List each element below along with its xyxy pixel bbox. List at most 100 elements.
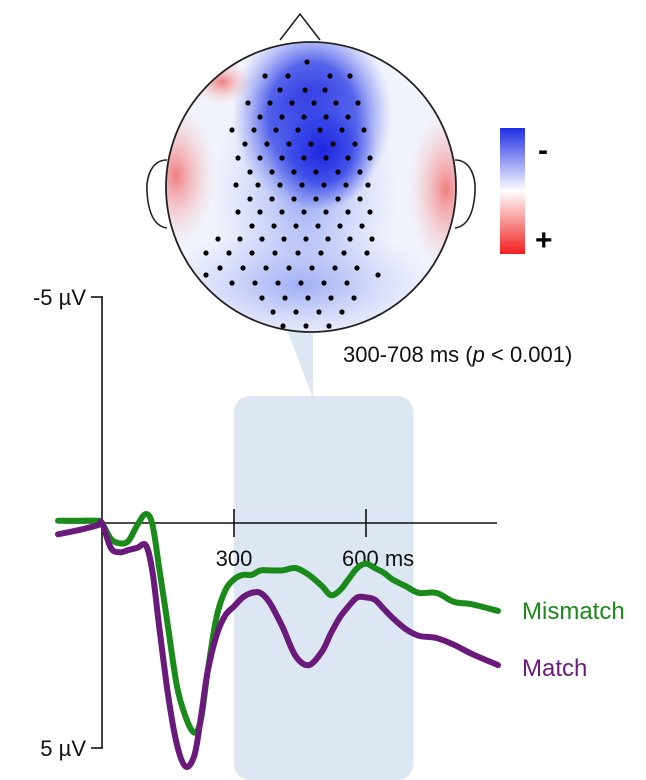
electrode-dot: [364, 250, 370, 256]
electrode-dot: [304, 59, 310, 65]
match-trace: [55, 518, 501, 770]
electrode-dot: [252, 280, 258, 286]
electrode-dot: [279, 209, 285, 215]
electrode-dot: [282, 295, 288, 301]
electrode-dot: [333, 100, 339, 106]
electrode-dot: [251, 127, 257, 133]
electrode-dot: [233, 182, 239, 188]
electrode-dot: [257, 114, 263, 120]
colorbar-positive-label: +: [535, 224, 553, 257]
electrode-dot: [328, 295, 334, 301]
electrode-dot: [330, 141, 336, 147]
electrode-dot: [286, 141, 292, 147]
electrode-dot: [309, 265, 315, 271]
electrode-dot: [345, 155, 351, 161]
electrode-dot: [301, 209, 307, 215]
electrode-dot: [365, 182, 371, 188]
electrode-dot: [321, 280, 327, 286]
electrode-dot: [318, 250, 324, 256]
electrode-dot: [259, 295, 265, 301]
electrode-dot: [249, 250, 255, 256]
electrode-dot: [313, 196, 319, 202]
window-annotation: 300-708 ms (p < 0.001): [343, 342, 572, 367]
electrode-dot: [215, 236, 221, 242]
nose-icon: [279, 12, 321, 41]
electrode-dot: [289, 100, 295, 106]
electrode-dot: [335, 169, 341, 175]
electrode-dot: [369, 236, 375, 242]
electrode-dot: [355, 100, 361, 106]
electrode-dot: [203, 272, 209, 278]
electrode-dot: [322, 87, 328, 93]
electrode-dot: [242, 141, 248, 147]
electrode-dot: [354, 265, 360, 271]
electrode-dot: [247, 196, 253, 202]
electrode-dot: [325, 236, 331, 242]
right-ear-icon: [454, 159, 476, 229]
electrode-dot: [357, 169, 363, 175]
electrode-dot: [299, 182, 305, 188]
electrode-dot: [305, 295, 311, 301]
electrode-dot: [235, 155, 241, 161]
mismatch-trace: [55, 511, 501, 736]
electrode-dot: [345, 114, 351, 120]
electrode-dot: [277, 182, 283, 188]
electrode-dot: [343, 182, 349, 188]
electrode-dot: [339, 309, 345, 315]
electrode-dot: [367, 155, 373, 161]
electrode-dot: [264, 141, 270, 147]
electrode-dot: [203, 250, 209, 256]
electrode-dot: [257, 155, 263, 161]
electrode-dot: [262, 73, 268, 79]
electrode-dot: [367, 209, 373, 215]
electrode-dot: [235, 209, 241, 215]
electrode-dot: [313, 169, 319, 175]
window-pointer: [287, 330, 313, 398]
electrode-dot: [302, 87, 308, 93]
electrode-dot: [339, 127, 345, 133]
electrode-dot: [269, 169, 275, 175]
electrode-dot: [301, 114, 307, 120]
electrode-dot: [281, 236, 287, 242]
electrode-dot: [279, 114, 285, 120]
electrode-dot: [335, 196, 341, 202]
colorbar: [500, 128, 525, 254]
electrode-dot: [271, 223, 277, 229]
legend-match: Match: [522, 655, 587, 682]
electrode-dot: [255, 182, 261, 188]
electrode-dot: [351, 295, 357, 301]
electrode-dot: [321, 182, 327, 188]
x-tick-label-300: 300: [216, 546, 253, 571]
electrode-dot: [269, 196, 275, 202]
electrode-dot: [229, 127, 235, 133]
electrode-dot: [303, 323, 309, 329]
electrode-dot: [311, 100, 317, 106]
colorbar-negative-label: -: [538, 134, 548, 167]
electrode-dot: [293, 309, 299, 315]
electrode-dot: [273, 127, 279, 133]
head-outline: [165, 41, 457, 333]
electrode-dot: [347, 73, 353, 79]
electrode-dot: [293, 223, 299, 229]
electrode-dot: [259, 236, 265, 242]
electrode-dot: [237, 236, 243, 242]
electrode-dot: [323, 114, 329, 120]
scalp-topomap: [146, 12, 476, 333]
electrode-dot: [359, 223, 365, 229]
electrode-dot: [286, 265, 292, 271]
electrode-dot: [347, 236, 353, 242]
traces: [55, 511, 501, 770]
electrode-dot: [275, 280, 281, 286]
electrode-dot: [217, 265, 223, 271]
electrode-dot: [326, 323, 332, 329]
electrode-dot: [317, 127, 323, 133]
electrode-dot: [257, 209, 263, 215]
electrode-dot: [308, 141, 314, 147]
electrode-dot: [226, 250, 232, 256]
electrode-dot: [375, 272, 381, 278]
electrode-dot: [315, 223, 321, 229]
electrode-dot: [332, 265, 338, 271]
electrode-dot: [247, 169, 253, 175]
electrode-dot: [279, 155, 285, 161]
electrode-dot: [327, 73, 333, 79]
